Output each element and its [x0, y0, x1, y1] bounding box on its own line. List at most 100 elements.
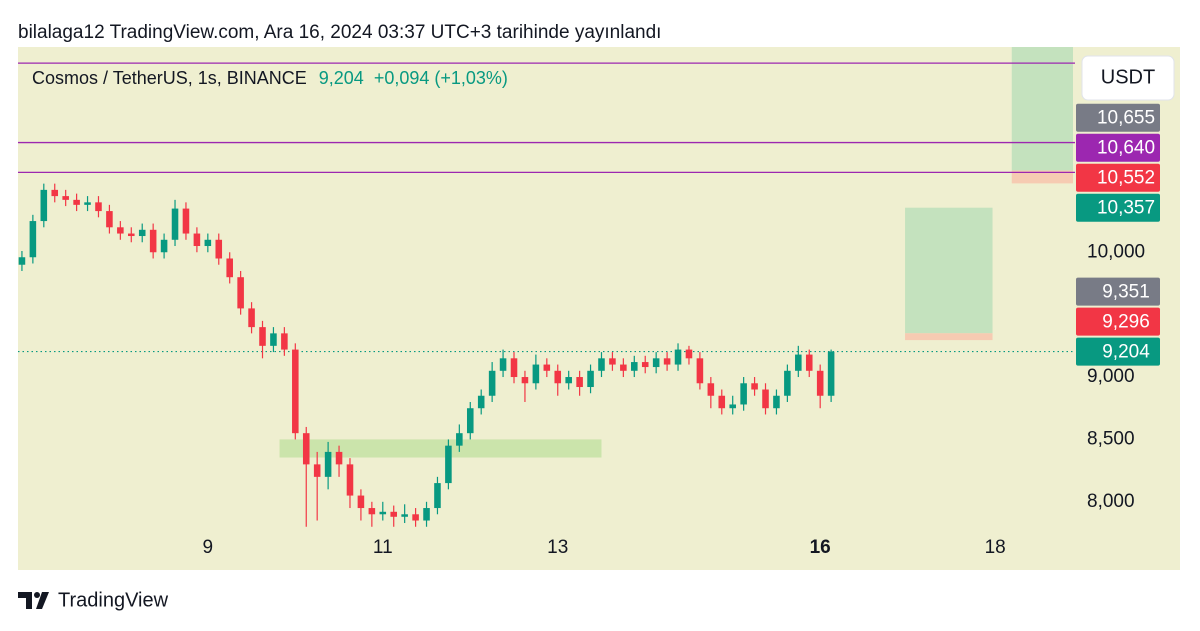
candle-body: [456, 433, 463, 446]
candle-body: [313, 464, 321, 477]
candle-body: [641, 362, 649, 368]
candle-body: [718, 395, 726, 409]
candle-body: [368, 508, 376, 515]
candle-body: [696, 358, 704, 384]
candle-body: [160, 239, 168, 253]
candle-body: [631, 362, 638, 371]
candle-body: [171, 208, 179, 240]
candle-body: [532, 364, 540, 384]
candle-body: [499, 358, 507, 371]
candle-body: [84, 202, 91, 205]
x-tick-label: 16: [810, 537, 831, 558]
y-tick-label: 8,500: [1087, 428, 1135, 449]
price-label: 9,351: [1102, 282, 1150, 303]
brand: TradingView: [58, 589, 169, 611]
candle-body: [488, 370, 496, 396]
candle-body: [412, 514, 419, 521]
candle-body: [674, 349, 682, 365]
price-change: +0,094 (+1,03%): [374, 68, 508, 88]
y-tick-label: 10,000: [1087, 241, 1145, 262]
candle-body: [740, 383, 747, 405]
price-label: 10,357: [1097, 198, 1155, 219]
price-label-box: [1076, 163, 1160, 192]
candle-body: [751, 383, 758, 390]
candle-body: [816, 370, 824, 396]
candle-body: [117, 227, 124, 234]
currency-box[interactable]: [1081, 55, 1175, 101]
candle-body: [707, 383, 715, 396]
last-price: 9,204: [319, 68, 364, 88]
x-tick-label: 18: [985, 537, 1006, 558]
candle-body: [302, 433, 310, 465]
y-tick-label: 8,000: [1087, 491, 1135, 512]
zone: [279, 439, 602, 458]
plot: [18, 47, 1075, 527]
price-label: 9,204: [1102, 342, 1150, 363]
candle-body: [401, 514, 408, 517]
candle-body: [138, 229, 146, 237]
candle-body: [215, 239, 223, 259]
candle-body: [795, 354, 802, 371]
candle-body: [324, 451, 332, 477]
price-label-box: [1076, 307, 1160, 336]
candle-body: [193, 233, 201, 247]
candle-body: [106, 211, 113, 228]
candle-body: [729, 404, 736, 409]
candle-body: [521, 377, 529, 384]
y-tick-label: 9,000: [1087, 366, 1135, 387]
candle-body: [434, 483, 441, 509]
price-label-box: [1076, 193, 1160, 222]
candle-body: [620, 364, 627, 371]
candle-body: [29, 221, 37, 258]
candle-body: [346, 464, 354, 496]
candle-body: [335, 451, 343, 465]
price-label-box: [1076, 277, 1160, 306]
candle-body: [357, 495, 365, 509]
candle-body: [204, 239, 212, 247]
candle-body: [259, 327, 266, 346]
candle-body: [652, 358, 660, 368]
candle-body: [805, 354, 813, 371]
candle-body: [510, 358, 518, 378]
zone: [905, 207, 993, 334]
candle-body: [51, 189, 59, 197]
price-axis: 8,000 8,500 9,000 10,000 9,204 9,296 9,351 10,3…: [1076, 103, 1160, 512]
price-label-box: [1076, 337, 1160, 366]
candle-body: [226, 258, 233, 278]
candle-body: [609, 358, 616, 365]
candle-body: [576, 377, 583, 388]
price-label-box: [1076, 133, 1160, 162]
candle-body: [149, 229, 157, 253]
candle-body: [379, 511, 387, 515]
price-label: 10,552: [1097, 168, 1155, 189]
candle-body: [598, 358, 605, 371]
candle-body: [477, 395, 485, 409]
price-label-box: [1076, 103, 1160, 132]
candle-body: [73, 199, 80, 205]
price-label: 10,640: [1097, 138, 1155, 159]
candle-body: [827, 351, 835, 396]
candle-body: [128, 233, 135, 237]
candle-body: [587, 370, 594, 388]
zone: [1011, 47, 1073, 171]
x-tick-label: 13: [547, 537, 568, 558]
x-tick-label: 9: [203, 537, 214, 558]
header-title: bilalaga12 TradingView.com, Ara 16, 2024…: [18, 22, 661, 43]
candle-body: [182, 208, 190, 234]
candle-body: [237, 277, 244, 309]
tv-logo: [18, 592, 49, 609]
zone: [905, 333, 993, 341]
candle-body: [773, 395, 780, 409]
candle-body: [445, 445, 452, 484]
price-label: 9,296: [1102, 312, 1150, 333]
zone: [1011, 170, 1073, 184]
currency[interactable]: USDT: [1101, 66, 1155, 88]
candle-body: [281, 333, 288, 350]
candle-body: [784, 370, 791, 396]
candle-body: [270, 333, 277, 346]
candle-body: [543, 364, 551, 371]
chart-background: [18, 47, 1180, 570]
symbol: Cosmos / TetherUS, 1s, BINANCE: [32, 68, 307, 88]
